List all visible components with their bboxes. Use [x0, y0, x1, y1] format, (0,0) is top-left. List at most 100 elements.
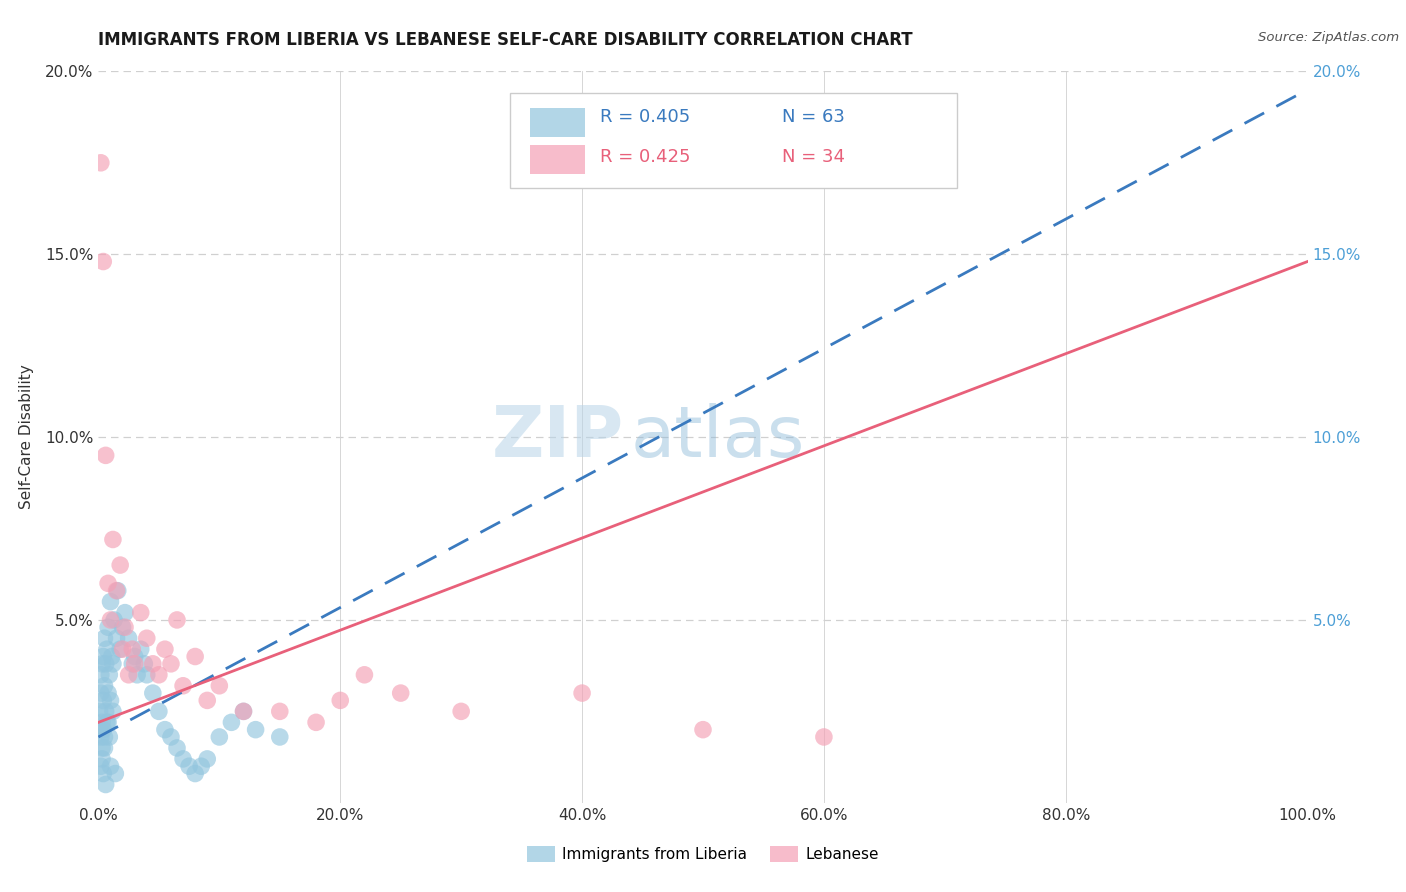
Point [269, 705, 291, 719]
Point [96, 642, 118, 657]
Point [389, 686, 412, 700]
Text: R = 0.405: R = 0.405 [600, 109, 690, 127]
Point [94, 778, 117, 792]
Point [94, 657, 117, 671]
Point [94, 705, 117, 719]
Point [166, 740, 188, 755]
Point [305, 715, 328, 730]
Point [121, 642, 143, 657]
Point [91, 657, 114, 671]
Point [135, 632, 157, 646]
Point [813, 730, 835, 744]
Point [148, 667, 170, 681]
Point [103, 613, 125, 627]
Point [184, 766, 207, 780]
Point [450, 705, 472, 719]
Point [692, 723, 714, 737]
Point [221, 715, 243, 730]
Point [208, 679, 231, 693]
Point [96, 715, 118, 730]
Point [353, 667, 375, 681]
Point [111, 620, 134, 634]
Point [97, 576, 120, 591]
Point [190, 759, 212, 773]
Point [105, 632, 128, 646]
Point [160, 730, 183, 744]
Point [121, 657, 143, 671]
Point [91, 715, 114, 730]
Point [90, 156, 112, 170]
Point [329, 693, 352, 707]
Point [160, 657, 183, 671]
Point [90, 730, 112, 744]
Point [90, 686, 112, 700]
Text: N = 63: N = 63 [782, 109, 845, 127]
Point [571, 686, 593, 700]
Point [114, 620, 136, 634]
Point [91, 693, 114, 707]
Point [91, 254, 114, 268]
Point [142, 686, 165, 700]
Point [97, 715, 120, 730]
Point [108, 642, 131, 657]
Point [91, 766, 114, 780]
Point [179, 759, 201, 773]
Point [100, 594, 122, 608]
Point [98, 667, 121, 681]
FancyBboxPatch shape [530, 108, 585, 137]
Point [232, 705, 254, 719]
Point [104, 766, 127, 780]
Point [184, 649, 207, 664]
Text: atlas: atlas [630, 402, 804, 472]
Point [172, 752, 194, 766]
Point [93, 740, 115, 755]
Point [105, 583, 128, 598]
Point [135, 667, 157, 681]
Point [100, 613, 122, 627]
Point [148, 705, 170, 719]
FancyBboxPatch shape [509, 94, 957, 188]
Point [93, 679, 115, 693]
Point [232, 705, 254, 719]
Text: IMMIGRANTS FROM LIBERIA VS LEBANESE SELF-CARE DISABILITY CORRELATION CHART: IMMIGRANTS FROM LIBERIA VS LEBANESE SELF… [98, 31, 912, 49]
Point [100, 759, 122, 773]
Point [90, 759, 112, 773]
Text: N = 34: N = 34 [782, 148, 845, 166]
Point [127, 667, 149, 681]
Point [108, 558, 131, 573]
Point [245, 723, 267, 737]
Point [118, 632, 141, 646]
Point [97, 686, 120, 700]
Point [269, 730, 291, 744]
Legend: Immigrants from Liberia, Lebanese: Immigrants from Liberia, Lebanese [522, 840, 884, 868]
Point [142, 657, 165, 671]
Text: ZIP: ZIP [492, 402, 624, 472]
Point [153, 642, 176, 657]
Point [208, 730, 231, 744]
Y-axis label: Self-Care Disability: Self-Care Disability [20, 365, 34, 509]
Point [124, 657, 146, 671]
Point [93, 632, 115, 646]
Point [91, 740, 114, 755]
Point [114, 606, 136, 620]
Point [101, 657, 124, 671]
Point [101, 533, 124, 547]
Point [111, 642, 134, 657]
Point [153, 723, 176, 737]
Text: R = 0.425: R = 0.425 [600, 148, 690, 166]
Point [101, 705, 124, 719]
Point [129, 606, 152, 620]
Point [134, 657, 156, 671]
Point [118, 667, 141, 681]
Point [172, 679, 194, 693]
Point [195, 693, 218, 707]
Point [91, 649, 114, 664]
Point [98, 730, 121, 744]
Point [166, 613, 188, 627]
Point [90, 667, 112, 681]
Point [93, 730, 115, 744]
Point [195, 752, 218, 766]
Point [124, 649, 146, 664]
Point [89, 723, 111, 737]
Point [100, 693, 122, 707]
